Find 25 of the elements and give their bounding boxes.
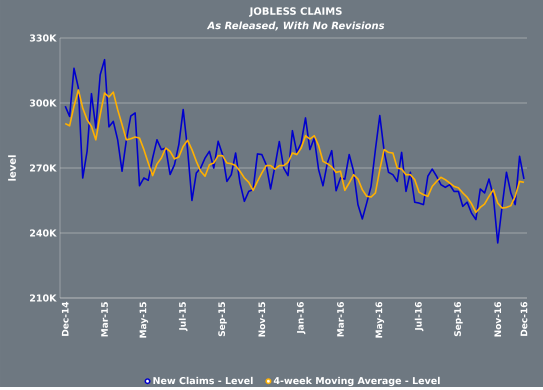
x-tick-label: May-15	[140, 302, 148, 338]
x-tick-label: Jul-16	[414, 302, 424, 332]
y-axis-title: level	[8, 156, 16, 181]
x-tick-label: May-16	[375, 302, 384, 338]
y-tick-label: 240K	[30, 230, 57, 237]
line-series	[64, 59, 525, 244]
x-tick-label: Mar-16	[337, 302, 344, 337]
chart-subtitle: As Released, With No Revisions	[206, 22, 384, 31]
x-tick-label: Jan-16	[296, 302, 306, 334]
legend-label: New Claims - Level	[153, 377, 253, 384]
x-tick-label: Sep-16	[454, 302, 463, 336]
x-tick-label: Dec-16	[520, 302, 528, 336]
chart-title: JOBLESS CLAIMS	[249, 7, 342, 17]
line-series	[64, 89, 525, 214]
x-tick-label: Sep-15	[218, 302, 227, 336]
legend-label: 4-week Moving Average - Level	[274, 377, 440, 386]
x-tick-label: Jul-15	[178, 302, 188, 332]
x-tick-label: Nov-16	[494, 302, 502, 337]
x-tick-label: Mar-15	[101, 302, 108, 337]
y-tick-label: 330K	[30, 34, 57, 42]
y-tick-label: 300K	[30, 100, 57, 107]
x-tick-label: Nov-15	[258, 302, 266, 337]
x-tick-label: Dec-14	[62, 302, 69, 336]
y-tick-label: 210K	[30, 294, 57, 302]
y-tick-label: 270K	[30, 164, 57, 172]
